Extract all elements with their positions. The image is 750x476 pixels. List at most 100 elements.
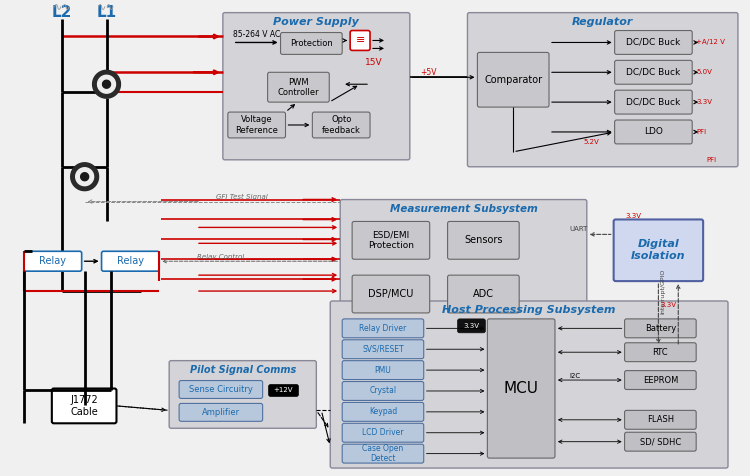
- Text: Sense Circuitry: Sense Circuitry: [189, 385, 253, 394]
- Polygon shape: [81, 173, 88, 181]
- Text: SVS/RESET: SVS/RESET: [362, 345, 404, 354]
- FancyBboxPatch shape: [342, 340, 424, 359]
- Text: Comparator: Comparator: [484, 75, 542, 85]
- Text: PWM
Controller: PWM Controller: [278, 78, 320, 97]
- Text: EEPROM: EEPROM: [643, 376, 678, 385]
- FancyBboxPatch shape: [448, 221, 519, 259]
- Text: SD/ SDHC: SD/ SDHC: [640, 437, 681, 446]
- Text: +5V: +5V: [420, 68, 436, 77]
- Text: PFI: PFI: [706, 157, 716, 163]
- Text: 3.3V: 3.3V: [660, 302, 676, 308]
- FancyBboxPatch shape: [342, 444, 424, 463]
- FancyBboxPatch shape: [448, 275, 519, 313]
- FancyBboxPatch shape: [179, 404, 262, 421]
- FancyBboxPatch shape: [488, 319, 555, 458]
- FancyBboxPatch shape: [625, 371, 696, 389]
- Text: LCD Driver: LCD Driver: [362, 428, 404, 437]
- Text: Measurement Subsystem: Measurement Subsystem: [389, 204, 537, 214]
- FancyBboxPatch shape: [458, 319, 485, 333]
- Text: Relay Control: Relay Control: [197, 254, 244, 260]
- FancyBboxPatch shape: [228, 112, 286, 138]
- Text: Relay: Relay: [117, 256, 144, 266]
- FancyBboxPatch shape: [615, 90, 692, 114]
- Text: Protection: Protection: [290, 39, 333, 48]
- FancyBboxPatch shape: [625, 343, 696, 362]
- Text: Sensors: Sensors: [464, 235, 503, 245]
- FancyBboxPatch shape: [342, 423, 424, 442]
- Text: Keypad: Keypad: [369, 407, 397, 416]
- FancyBboxPatch shape: [312, 112, 370, 138]
- Text: FLASH: FLASH: [646, 416, 674, 424]
- Text: Interrupt/GPIO: Interrupt/GPIO: [661, 268, 666, 314]
- Text: DSP/MCU: DSP/MCU: [368, 289, 413, 299]
- Text: MCU: MCU: [504, 381, 538, 396]
- Text: 3.3V: 3.3V: [626, 213, 641, 219]
- FancyBboxPatch shape: [101, 251, 159, 271]
- Text: PMU: PMU: [374, 366, 392, 375]
- Text: L2: L2: [52, 5, 72, 20]
- Text: 15V: 15V: [365, 58, 382, 67]
- FancyBboxPatch shape: [342, 319, 424, 338]
- FancyBboxPatch shape: [268, 72, 329, 102]
- Text: Digital
Isolation: Digital Isolation: [632, 239, 686, 261]
- Text: +A/12 V: +A/12 V: [696, 40, 725, 46]
- FancyBboxPatch shape: [223, 13, 410, 160]
- FancyBboxPatch shape: [350, 30, 370, 50]
- FancyBboxPatch shape: [330, 301, 728, 468]
- FancyBboxPatch shape: [342, 382, 424, 400]
- FancyBboxPatch shape: [52, 388, 116, 423]
- Text: ADC: ADC: [473, 289, 494, 299]
- Polygon shape: [76, 168, 94, 186]
- FancyBboxPatch shape: [280, 32, 342, 54]
- Text: 5.0V: 5.0V: [696, 69, 712, 75]
- Text: L1: L1: [97, 5, 116, 20]
- Text: Pilot Signal Comms: Pilot Signal Comms: [190, 365, 296, 375]
- Text: 3.3V: 3.3V: [464, 323, 479, 329]
- FancyBboxPatch shape: [467, 13, 738, 167]
- Text: Case Open
Detect: Case Open Detect: [362, 444, 404, 463]
- Text: Battery: Battery: [645, 324, 676, 333]
- Text: Opto
feedback: Opto feedback: [322, 115, 361, 135]
- Text: DC/DC Buck: DC/DC Buck: [626, 38, 680, 47]
- Polygon shape: [98, 75, 116, 93]
- Text: ≡: ≡: [356, 36, 364, 46]
- Text: J1772
Cable: J1772 Cable: [70, 395, 98, 416]
- Polygon shape: [103, 80, 110, 88]
- FancyBboxPatch shape: [615, 30, 692, 54]
- Text: UART: UART: [570, 227, 588, 232]
- FancyBboxPatch shape: [179, 380, 262, 398]
- FancyBboxPatch shape: [478, 52, 549, 107]
- FancyBboxPatch shape: [615, 60, 692, 84]
- Text: Regulator: Regulator: [572, 17, 634, 27]
- Text: PFI: PFI: [696, 129, 706, 135]
- Text: ∿∿: ∿∿: [53, 0, 71, 10]
- FancyBboxPatch shape: [625, 432, 696, 451]
- Text: Power Supply: Power Supply: [274, 17, 359, 27]
- FancyBboxPatch shape: [342, 361, 424, 379]
- FancyBboxPatch shape: [352, 275, 430, 313]
- Text: 85-264 V AC: 85-264 V AC: [232, 30, 280, 39]
- FancyBboxPatch shape: [342, 402, 424, 421]
- FancyBboxPatch shape: [24, 251, 82, 271]
- FancyBboxPatch shape: [170, 361, 316, 428]
- FancyBboxPatch shape: [614, 219, 704, 281]
- Text: +12V: +12V: [274, 387, 293, 394]
- Text: Host Processing Subsystem: Host Processing Subsystem: [442, 305, 616, 315]
- FancyBboxPatch shape: [625, 410, 696, 429]
- Text: I2C: I2C: [569, 373, 580, 378]
- Text: ∿∿: ∿∿: [98, 0, 116, 10]
- Text: DC/DC Buck: DC/DC Buck: [626, 98, 680, 107]
- Text: 5.2V: 5.2V: [584, 139, 600, 145]
- Text: Crystal: Crystal: [370, 387, 397, 396]
- Text: 3.3V: 3.3V: [696, 99, 712, 105]
- Text: LDO: LDO: [644, 128, 663, 137]
- FancyBboxPatch shape: [340, 199, 586, 339]
- Text: ESD/EMI
Protection: ESD/EMI Protection: [368, 231, 414, 250]
- Polygon shape: [70, 163, 98, 190]
- Text: Amplifier: Amplifier: [202, 408, 240, 417]
- Text: RTC: RTC: [652, 347, 668, 357]
- Text: Voltage
Reference: Voltage Reference: [236, 115, 278, 135]
- Text: Relay: Relay: [39, 256, 66, 266]
- FancyBboxPatch shape: [352, 221, 430, 259]
- Polygon shape: [92, 70, 121, 98]
